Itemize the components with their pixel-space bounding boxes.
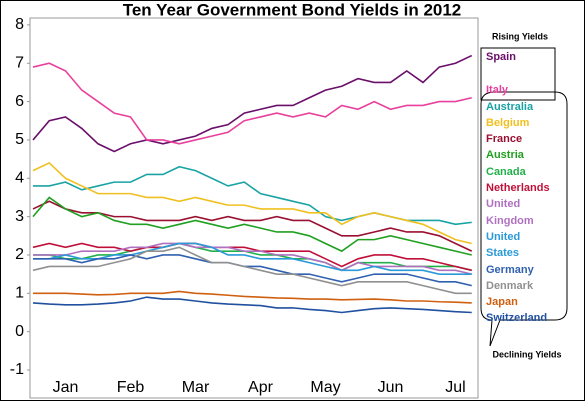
x-tick-label: May — [310, 379, 340, 396]
legend-entry: United States — [486, 230, 521, 260]
declining-bracket — [480, 91, 568, 347]
series-line — [32, 200, 473, 252]
rising-box — [480, 47, 556, 101]
y-tick-label: 6 — [15, 93, 24, 110]
y-tick-label: 4 — [15, 170, 24, 187]
y-tick-label: 7 — [15, 54, 24, 71]
x-tick-label: Feb — [117, 379, 145, 396]
x-tick-label: Jul — [445, 379, 465, 396]
legend-entry: Australia — [486, 100, 534, 113]
series-line — [32, 54, 473, 153]
y-tick-label: 2 — [15, 246, 24, 263]
y-tick-label: 5 — [15, 131, 24, 148]
series-line — [32, 62, 472, 145]
legend-entry: Japan — [486, 296, 518, 309]
series-line — [33, 290, 472, 304]
legend-entry: Denmark — [486, 279, 534, 292]
chart-title: Ten Year Government Bond Yields in 2012 — [123, 0, 462, 19]
legend-entry: Canada — [486, 165, 526, 178]
plot-area — [29, 17, 479, 399]
legend-entry: Switzerland — [486, 312, 548, 325]
x-tick-label: Jun — [378, 379, 404, 396]
series-line — [32, 161, 472, 245]
series-line — [33, 242, 472, 275]
series-line — [33, 242, 472, 275]
y-tick-label: 3 — [15, 208, 24, 225]
legend-entry: France — [486, 133, 523, 146]
legend-entry: United Kingdom — [486, 198, 534, 227]
series-line — [33, 254, 472, 287]
y-tick-label: 8 — [15, 16, 24, 33]
declining-note: Declining Yields — [492, 349, 561, 359]
series-line — [32, 246, 472, 295]
legend-entry: Spain — [486, 51, 516, 63]
y-tick-label: 1 — [15, 285, 24, 302]
series-line — [32, 296, 472, 314]
x-tick-label: Apr — [248, 379, 274, 396]
y-tick-label: 0 — [15, 323, 24, 340]
legend: Spain Italy Australia Belgium France Austria C… — [486, 49, 556, 327]
legend-entry: Austria — [486, 149, 524, 162]
legend-entry: Netherlands — [486, 182, 550, 195]
x-tick-label: Mar — [182, 379, 210, 396]
x-tick-label: Jan — [53, 379, 79, 396]
series-line — [32, 242, 472, 272]
legend-entry: Germany — [486, 263, 534, 276]
series-line — [33, 242, 472, 272]
rising-note: Rising Yields — [492, 31, 548, 41]
y-tick-label: -1 — [10, 361, 24, 378]
legend-entry: Belgium — [486, 116, 530, 129]
series-line — [32, 196, 472, 256]
legend-entry: Italy — [486, 84, 509, 97]
